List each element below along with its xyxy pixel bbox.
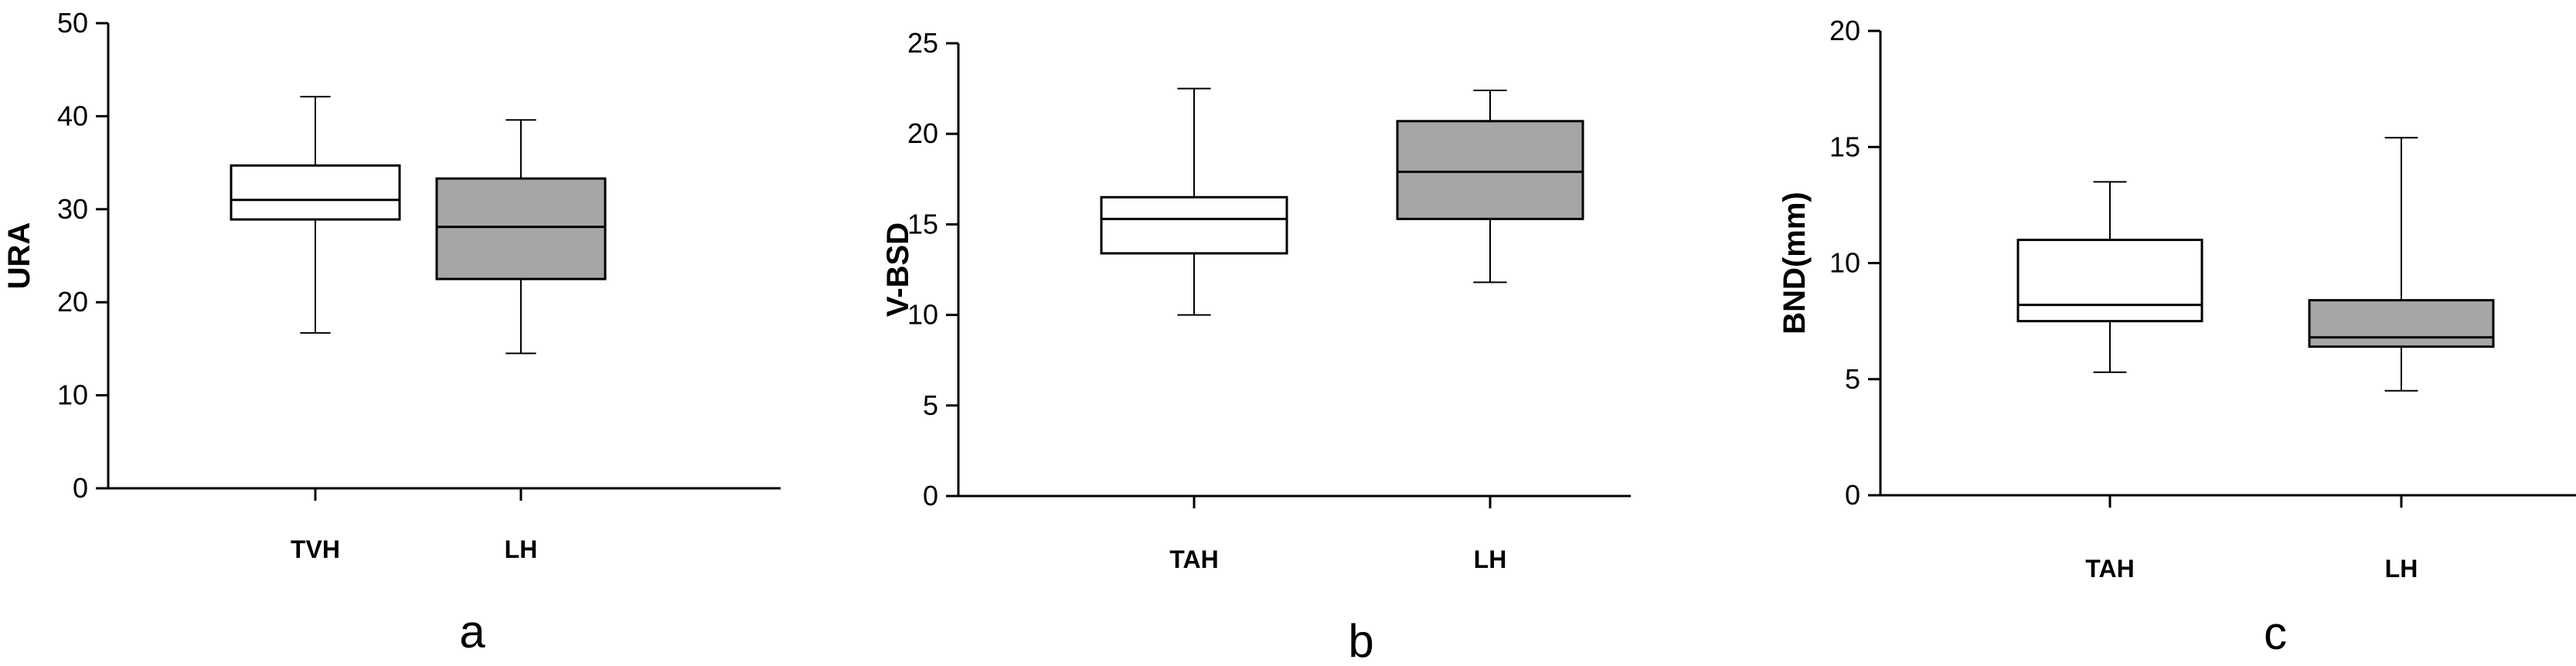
y-tick-label: 25 — [907, 27, 938, 59]
x-category-label: LH — [1474, 545, 1507, 573]
x-category-label: LH — [2385, 555, 2418, 583]
panel-label: a — [459, 606, 485, 658]
y-tick-label: 0 — [73, 472, 88, 504]
x-category-label: LH — [505, 535, 538, 563]
y-tick-label: 5 — [1845, 363, 1860, 395]
x-category-label: TAH — [2085, 555, 2134, 583]
y-tick-label: 0 — [1845, 479, 1860, 511]
y-tick-label: 40 — [57, 100, 88, 131]
panel-label: c — [2264, 607, 2287, 659]
y-tick-label: 0 — [923, 480, 938, 511]
y-tick-label: 15 — [1829, 131, 1860, 162]
y-tick-label: 30 — [57, 193, 88, 225]
y-tick-label: 10 — [57, 379, 88, 411]
box-iqr — [435, 177, 607, 280]
panel-label: b — [1348, 615, 1373, 666]
y-tick-label: 5 — [923, 389, 938, 421]
box-iqr — [1100, 195, 1288, 255]
box-iqr — [230, 164, 401, 221]
y-axis-title: URA — [2, 223, 36, 290]
y-tick-label: 10 — [1829, 247, 1860, 279]
y-axis-title: V-BSD — [881, 223, 915, 317]
box-iqr — [2016, 238, 2203, 323]
x-category-label: TAH — [1169, 545, 1218, 573]
box-iqr — [2308, 299, 2495, 348]
y-tick-label: 15 — [907, 208, 938, 240]
x-category-label: TVH — [291, 535, 340, 563]
y-tick-label: 10 — [907, 299, 938, 331]
y-tick-label: 20 — [1829, 15, 1860, 46]
y-axis-title: BND(mm) — [1778, 192, 1812, 334]
y-tick-label: 20 — [907, 117, 938, 149]
box-iqr — [1396, 120, 1584, 220]
y-tick-label: 20 — [57, 286, 88, 318]
y-tick-label: 50 — [57, 7, 88, 39]
